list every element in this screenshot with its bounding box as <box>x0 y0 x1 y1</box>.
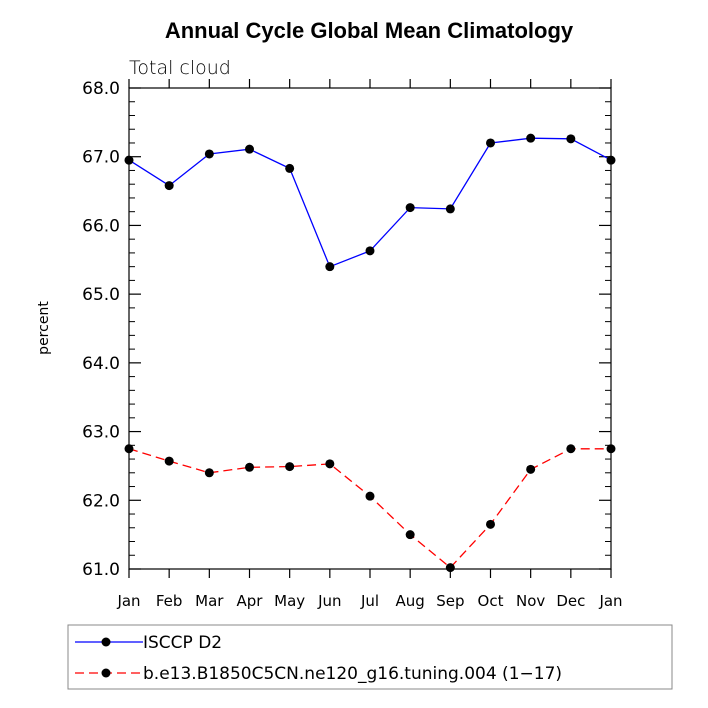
y-tick-label: 62.0 <box>82 491 120 511</box>
x-tick-label: Feb <box>156 592 183 610</box>
legend-marker-model <box>101 668 111 678</box>
data-point <box>164 456 174 466</box>
y-tick-label: 61.0 <box>82 560 120 580</box>
chart-title: Annual Cycle Global Mean Climatology <box>165 18 574 43</box>
x-tick-label: Dec <box>556 592 585 610</box>
data-point <box>566 444 576 454</box>
x-tick-label: Jan <box>116 592 140 610</box>
data-point <box>526 464 536 474</box>
x-tick-label: Oct <box>478 592 504 610</box>
chart-subtitle: Total cloud <box>129 57 231 79</box>
data-point <box>325 459 335 469</box>
data-point <box>526 133 536 143</box>
data-point <box>245 144 254 154</box>
legend-marker-isccp <box>101 637 111 647</box>
data-point <box>445 563 455 573</box>
data-point <box>245 462 254 472</box>
x-tick-label: Jan <box>598 592 622 610</box>
y-tick-label: 68.0 <box>82 79 120 99</box>
x-tick-label: Sep <box>436 592 464 610</box>
x-tick-label: Jun <box>317 592 341 610</box>
x-tick-label: Jul <box>360 592 379 610</box>
x-tick-label: Nov <box>516 592 545 610</box>
x-tick-label: Aug <box>396 592 425 610</box>
data-point <box>486 138 495 148</box>
data-point <box>486 519 495 529</box>
series-line-1 <box>128 448 611 569</box>
legend-box <box>67 624 673 690</box>
data-point <box>164 181 174 191</box>
plot-frame <box>128 87 612 570</box>
legend-label-model: b.e13.B1850C5CN.ne120_g16.tuning.004 (1−… <box>143 664 562 684</box>
data-point <box>204 149 214 159</box>
x-tick-label: May <box>274 592 305 610</box>
data-point <box>325 262 335 272</box>
series-layer <box>124 133 616 573</box>
y-axis-label: percent <box>36 301 52 355</box>
y-tick-label: 66.0 <box>82 216 120 236</box>
y-tick-label: 67.0 <box>82 148 120 168</box>
y-ticks: 61.0 62.0 63.0 64.0 65.0 66.0 67.0 68.0 <box>82 79 611 580</box>
x-tick-label: Mar <box>195 592 224 610</box>
data-point <box>405 203 415 213</box>
data-point <box>365 246 375 256</box>
y-tick-label: 63.0 <box>82 423 120 443</box>
data-point <box>445 204 455 214</box>
data-point <box>405 530 415 540</box>
data-point <box>365 491 375 501</box>
data-point <box>285 163 295 173</box>
y-tick-label: 64.0 <box>82 354 120 374</box>
legend-label-isccp: ISCCP D2 <box>143 633 222 653</box>
data-point <box>204 468 214 478</box>
data-point <box>285 462 295 472</box>
x-ticks: Jan Feb Mar Apr May Jun Jul Aug Sep Oct Nov Dec Jan <box>116 79 623 610</box>
legend: ISCCP D2 b.e13.B1850C5CN.ne120_g16.tunin… <box>67 624 673 690</box>
x-tick-label: Apr <box>237 592 264 610</box>
y-tick-label: 65.0 <box>82 285 120 305</box>
data-point <box>566 134 576 144</box>
